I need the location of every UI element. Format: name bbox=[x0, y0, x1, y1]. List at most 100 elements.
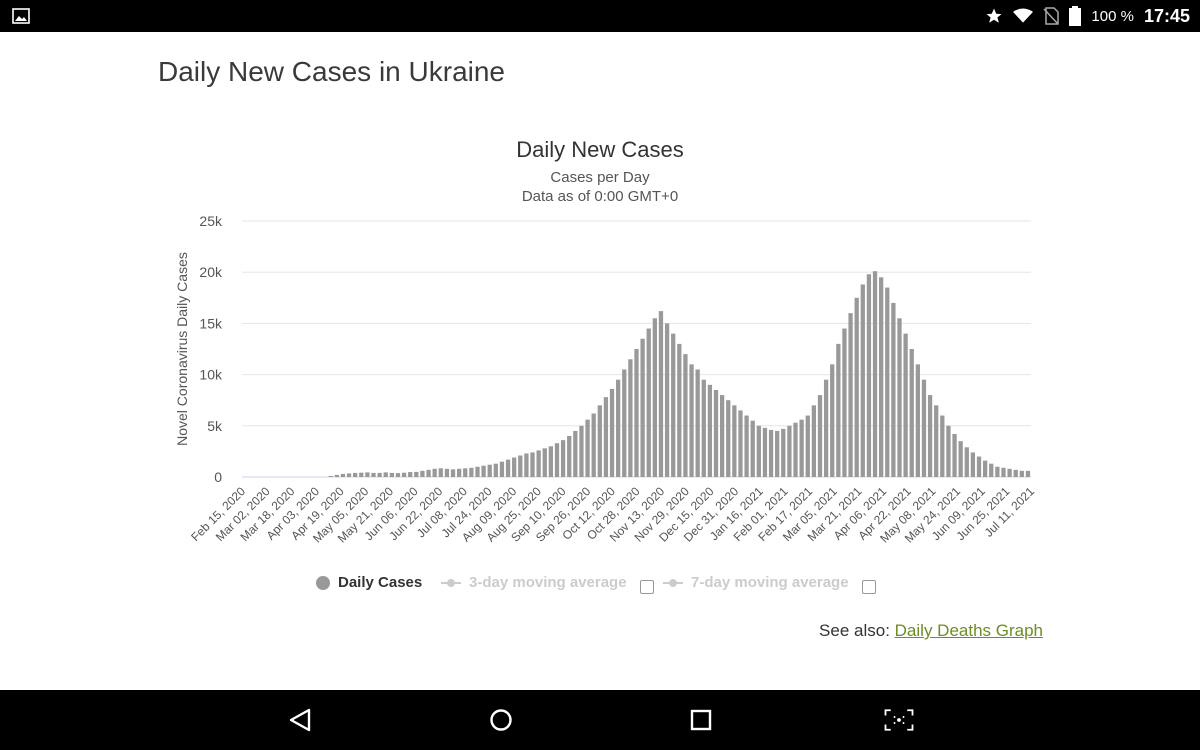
bar[interactable] bbox=[781, 428, 786, 477]
bar[interactable] bbox=[377, 472, 382, 477]
bar[interactable] bbox=[952, 433, 957, 477]
bar[interactable] bbox=[371, 472, 376, 477]
bar[interactable] bbox=[438, 468, 443, 477]
bar[interactable] bbox=[340, 473, 346, 477]
bar[interactable] bbox=[597, 405, 602, 477]
bar[interactable] bbox=[573, 430, 578, 477]
bar[interactable] bbox=[505, 459, 511, 477]
legend-item-daily-cases[interactable]: Daily Cases bbox=[316, 574, 422, 591]
bar[interactable] bbox=[652, 318, 657, 477]
bar[interactable] bbox=[493, 463, 498, 477]
bar[interactable] bbox=[634, 349, 639, 477]
bar[interactable] bbox=[463, 468, 468, 477]
bar[interactable] bbox=[365, 472, 370, 477]
bar[interactable] bbox=[817, 395, 823, 477]
bar[interactable] bbox=[677, 343, 682, 477]
bar[interactable] bbox=[481, 465, 486, 477]
bar[interactable] bbox=[842, 328, 847, 477]
bar[interactable] bbox=[934, 405, 939, 477]
bar[interactable] bbox=[389, 472, 394, 477]
bar[interactable] bbox=[940, 415, 945, 477]
bar[interactable] bbox=[1013, 469, 1018, 477]
bar[interactable] bbox=[719, 395, 725, 477]
bar[interactable] bbox=[830, 364, 835, 477]
bar[interactable] bbox=[836, 343, 841, 477]
bar[interactable] bbox=[487, 464, 492, 477]
bar[interactable] bbox=[542, 448, 547, 477]
bar[interactable] bbox=[872, 271, 878, 477]
bar[interactable] bbox=[903, 333, 908, 477]
bar[interactable] bbox=[744, 415, 749, 477]
bar[interactable] bbox=[891, 302, 896, 477]
home-button[interactable] bbox=[486, 705, 516, 735]
bar[interactable] bbox=[401, 472, 407, 477]
bar[interactable] bbox=[475, 466, 480, 477]
bar[interactable] bbox=[762, 427, 768, 477]
7-day-average-checkbox[interactable] bbox=[862, 580, 876, 594]
bar[interactable] bbox=[970, 452, 976, 477]
bar[interactable] bbox=[560, 440, 566, 477]
bar[interactable] bbox=[1001, 467, 1006, 477]
bar[interactable] bbox=[616, 379, 621, 477]
bar[interactable] bbox=[499, 461, 505, 477]
bar[interactable] bbox=[408, 472, 413, 477]
bar[interactable] bbox=[732, 405, 737, 477]
bars[interactable] bbox=[328, 271, 1031, 477]
bar[interactable] bbox=[854, 297, 859, 477]
bar[interactable] bbox=[989, 463, 994, 477]
bar[interactable] bbox=[664, 323, 670, 477]
bar[interactable] bbox=[414, 471, 419, 477]
bar[interactable] bbox=[1025, 470, 1031, 477]
bar[interactable] bbox=[921, 379, 927, 477]
bar[interactable] bbox=[738, 410, 743, 477]
bar[interactable] bbox=[469, 467, 474, 477]
bar[interactable] bbox=[958, 441, 963, 477]
bar[interactable] bbox=[334, 474, 339, 477]
bar[interactable] bbox=[640, 338, 645, 477]
bar[interactable] bbox=[860, 284, 865, 477]
3-day-average-checkbox[interactable] bbox=[640, 580, 654, 594]
bar[interactable] bbox=[432, 468, 437, 477]
back-button[interactable] bbox=[285, 705, 315, 735]
bar[interactable] bbox=[426, 469, 431, 477]
bar[interactable] bbox=[897, 318, 902, 477]
bar[interactable] bbox=[359, 472, 364, 477]
bar[interactable] bbox=[756, 425, 761, 477]
bar[interactable] bbox=[530, 452, 535, 477]
bar[interactable] bbox=[946, 425, 951, 477]
bar[interactable] bbox=[548, 446, 554, 477]
bar[interactable] bbox=[695, 369, 700, 477]
bar[interactable] bbox=[622, 369, 627, 477]
bar[interactable] bbox=[775, 430, 780, 477]
bar[interactable] bbox=[793, 422, 798, 477]
bar[interactable] bbox=[823, 379, 829, 477]
recents-button[interactable] bbox=[686, 705, 716, 735]
bar[interactable] bbox=[671, 333, 676, 477]
screenshot-button[interactable] bbox=[884, 705, 914, 735]
bar[interactable] bbox=[554, 443, 560, 477]
bar[interactable] bbox=[609, 388, 615, 477]
bar[interactable] bbox=[689, 364, 694, 477]
bar[interactable] bbox=[536, 450, 541, 477]
bar[interactable] bbox=[567, 436, 572, 477]
bar[interactable] bbox=[383, 472, 388, 477]
bar[interactable] bbox=[976, 456, 982, 477]
bar[interactable] bbox=[658, 311, 664, 477]
bar[interactable] bbox=[579, 425, 584, 477]
bar[interactable] bbox=[811, 405, 817, 477]
bar[interactable] bbox=[1019, 470, 1024, 477]
legend-item-7-day-average[interactable]: 7-day moving average bbox=[663, 574, 849, 591]
bar[interactable] bbox=[585, 419, 590, 477]
bar[interactable] bbox=[707, 384, 713, 477]
bar[interactable] bbox=[909, 349, 914, 477]
bar[interactable] bbox=[799, 419, 804, 477]
bar[interactable] bbox=[805, 415, 810, 477]
bar[interactable] bbox=[512, 457, 517, 477]
bar[interactable] bbox=[750, 420, 755, 477]
bar[interactable] bbox=[1007, 468, 1012, 477]
bar[interactable] bbox=[964, 447, 969, 477]
bar[interactable] bbox=[395, 473, 401, 477]
bar[interactable] bbox=[848, 313, 853, 477]
bar[interactable] bbox=[866, 274, 872, 477]
